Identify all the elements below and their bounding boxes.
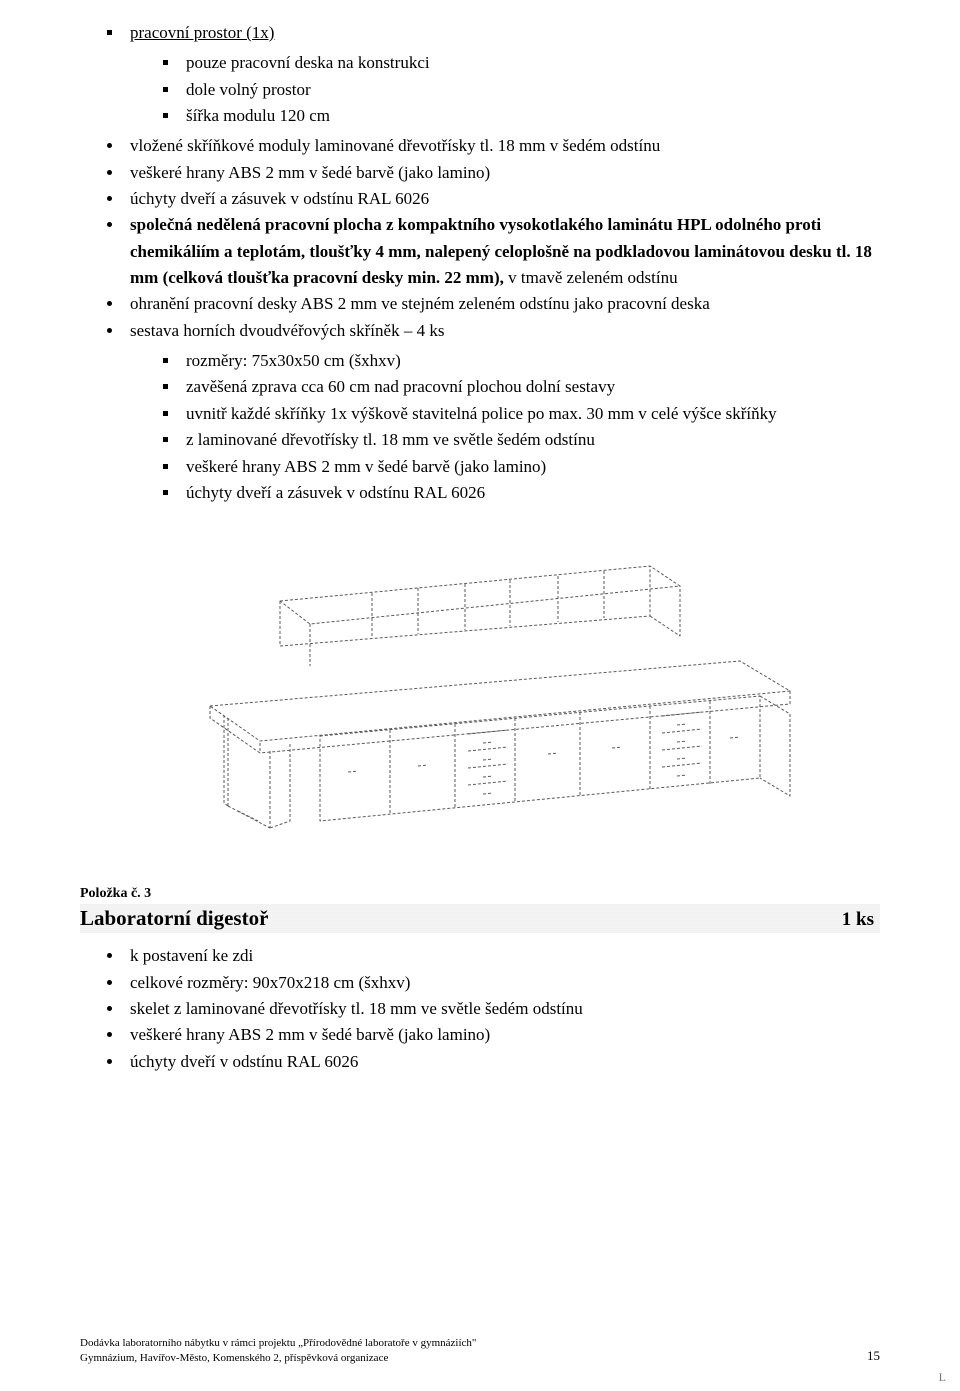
list-item: úchyty dveří a zásuvek v odstínu RAL 602… [124,186,880,212]
footer-line1: Dodávka laboratorního nábytku v rámci pr… [80,1336,476,1350]
list-sub2: rozměry: 75x30x50 cm (šxhxv) zavěšená zp… [80,348,880,506]
list-item: pracovní prostor (1x) [124,20,880,46]
list-item: veškeré hrany ABS 2 mm v šedé barvě (jak… [180,454,880,480]
list-item: zavěšená zprava cca 60 cm nad pracovní p… [180,374,880,400]
list-item: úchyty dveří v odstínu RAL 6026 [124,1049,880,1075]
heading-text: pracovní prostor (1x) [130,23,274,42]
list-item: uvnitř každé skříňky 1x výškově stavitel… [180,401,880,427]
list-item: společná nedělená pracovní plocha z komp… [124,212,880,291]
list-main: vložené skříňkové moduly laminované dřev… [80,133,880,344]
page-number: 15 [867,1348,880,1365]
footer-line2: Gymnázium, Havířov-Město, Komenského 2, … [80,1351,476,1365]
list-item: ohranění pracovní desky ABS 2 mm ve stej… [124,291,880,317]
bold-spec: společná nedělená pracovní plocha z komp… [130,215,872,287]
sketch-svg [150,546,830,846]
list-heading: pracovní prostor (1x) [80,20,880,46]
bold-tail: v tmavě zeleném odstínu [504,268,678,287]
item3-list: k postavení ke zdi celkové rozměry: 90x7… [80,943,880,1075]
list-item: šířka modulu 120 cm [180,103,880,129]
page: pracovní prostor (1x) pouze pracovní des… [0,0,960,1391]
list-item: rozměry: 75x30x50 cm (šxhxv) [180,348,880,374]
list-sub1: pouze pracovní deska na konstrukci dole … [80,50,880,129]
list-item: skelet z laminované dřevotřísky tl. 18 m… [124,996,880,1022]
item3-title-row: Laboratorní digestoř 1 ks [80,904,880,933]
list-item: sestava horních dvoudvéřových skříněk – … [124,318,880,344]
list-item: vložené skříňkové moduly laminované dřev… [124,133,880,159]
footer-left: Dodávka laboratorního nábytku v rámci pr… [80,1336,476,1365]
corner-mark: L [939,1370,946,1385]
list-item: celkové rozměry: 90x70x218 cm (šxhxv) [124,970,880,996]
list-item: k postavení ke zdi [124,943,880,969]
list-item: pouze pracovní deska na konstrukci [180,50,880,76]
page-footer: Dodávka laboratorního nábytku v rámci pr… [80,1336,880,1365]
furniture-sketch [150,546,830,846]
list-item: veškeré hrany ABS 2 mm v šedé barvě (jak… [124,1022,880,1048]
list-item: z laminované dřevotřísky tl. 18 mm ve sv… [180,427,880,453]
item3-label: Položka č. 3 [80,886,880,902]
list-item: úchyty dveří a zásuvek v odstínu RAL 602… [180,480,880,506]
item3-title: Laboratorní digestoř [80,906,268,931]
list-item: dole volný prostor [180,77,880,103]
item3-qty: 1 ks [842,909,874,931]
list-item: veškeré hrany ABS 2 mm v šedé barvě (jak… [124,160,880,186]
